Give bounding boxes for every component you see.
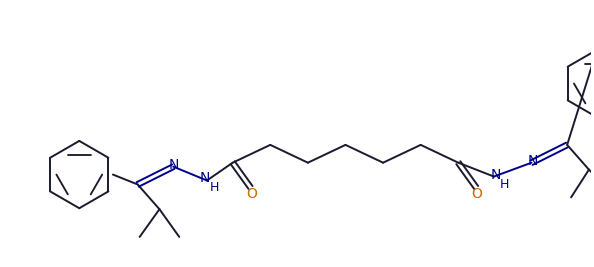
Text: H: H: [210, 181, 220, 194]
Text: O: O: [246, 187, 257, 201]
Text: H: H: [500, 178, 510, 191]
Text: N: N: [527, 154, 538, 168]
Text: O: O: [472, 187, 482, 201]
Text: N: N: [200, 171, 210, 184]
Text: N: N: [491, 168, 501, 182]
Text: N: N: [169, 158, 179, 172]
